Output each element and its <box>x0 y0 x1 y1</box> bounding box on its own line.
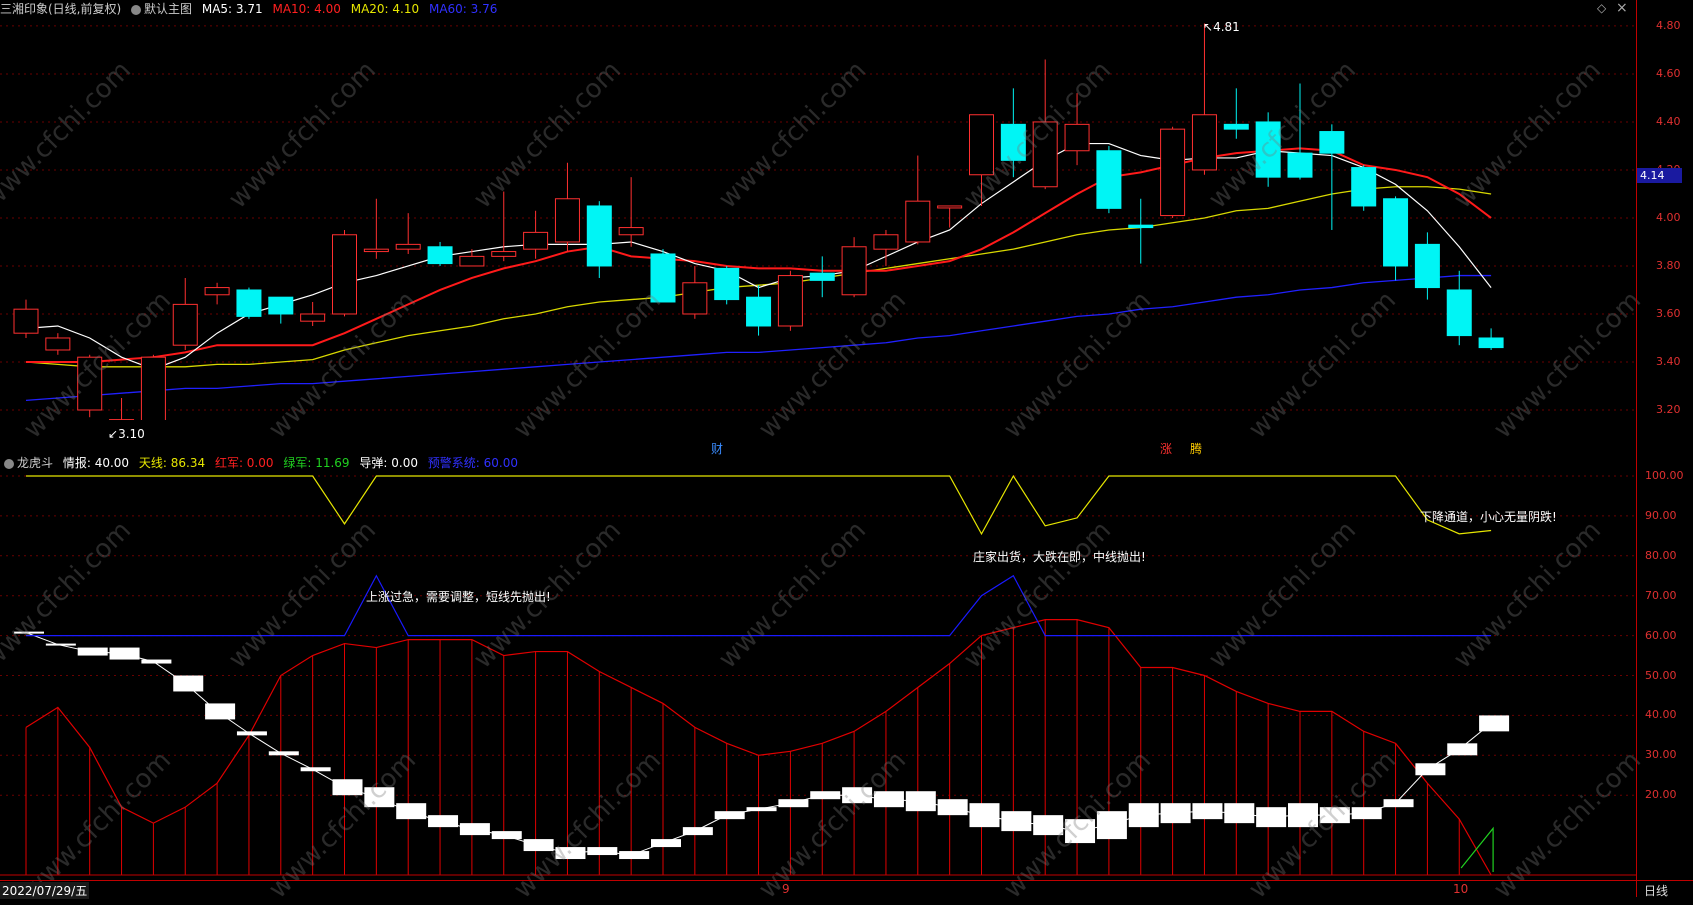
time-axis: 2022/07/29/五 9 10 日线 <box>0 880 1693 898</box>
y-tick-label: 30.00 <box>1645 748 1677 761</box>
y-tick-label: 40.00 <box>1645 708 1677 721</box>
qingbao-block <box>205 703 235 719</box>
qingbao-block <box>396 803 426 819</box>
daodan-label: 导弹: 0.00 <box>359 456 418 470</box>
y-tick-label: 3.80 <box>1656 259 1681 272</box>
qingbao-label: 情报: 40.00 <box>63 456 129 470</box>
month-9-label: 9 <box>782 882 790 896</box>
cai-marker: 财 <box>711 440 723 457</box>
ma5-label: MA5: 3.71 <box>202 2 263 16</box>
diamond-icon[interactable]: ◇ <box>1597 1 1606 15</box>
dropdown-icon[interactable] <box>131 5 141 15</box>
indicator-title[interactable]: 龙虎斗 <box>17 456 53 470</box>
qingbao-block <box>428 815 458 827</box>
current-price-badge: 4.14 <box>1637 168 1682 183</box>
month-10-label: 10 <box>1453 882 1468 896</box>
ma20-label: MA20: 4.10 <box>351 2 419 16</box>
y-tick-label: 4.80 <box>1656 19 1681 32</box>
y-tick-label: 90.00 <box>1645 509 1677 522</box>
y-axis <box>1636 0 1693 897</box>
signal-annotation-3: 下降通道，小心无量阴跌! <box>1420 508 1557 525</box>
qingbao-block <box>938 799 968 815</box>
lvjun-label: 绿军: 11.69 <box>283 456 349 470</box>
signal-annotation-2: 庄家出货，大跌在即，中线抛出! <box>973 548 1146 565</box>
main-panel-header: 三湘印象(日线,前复权) 默认主图 MA5: 3.71 MA10: 4.00 M… <box>0 0 503 20</box>
qingbao-block <box>460 823 490 835</box>
y-tick-label: 3.40 <box>1656 355 1681 368</box>
y-tick-label: 4.40 <box>1656 115 1681 128</box>
qingbao-block <box>492 831 522 839</box>
stock-title[interactable]: 三湘印象(日线,前复权) <box>0 2 121 16</box>
warning-label: 预警系统: 60.00 <box>428 456 518 470</box>
teng-marker: 腾 <box>1190 440 1202 457</box>
low-price-label: ↙3.10 <box>108 427 145 441</box>
template-dropdown[interactable]: 默认主图 <box>131 2 196 16</box>
hongjun-label: 红军: 0.00 <box>215 456 274 470</box>
qingbao-block <box>778 799 808 807</box>
dropdown-icon[interactable] <box>4 459 14 469</box>
high-price-label: ↖4.81 <box>1203 20 1240 34</box>
qingbao-block <box>1415 763 1445 775</box>
sub-panel-header: 龙虎斗 情报: 40.00 天线: 86.34 红军: 0.00 绿军: 11.… <box>0 454 524 474</box>
ma10-label: MA10: 4.00 <box>272 2 340 16</box>
tianxian-line <box>26 476 1491 534</box>
indicator-chart[interactable] <box>0 0 1636 880</box>
close-icon[interactable]: × <box>1616 0 1628 16</box>
y-tick-label: 50.00 <box>1645 669 1677 682</box>
y-tick-label: 80.00 <box>1645 549 1677 562</box>
y-tick-label: 4.60 <box>1656 67 1681 80</box>
y-tick-label: 3.60 <box>1656 307 1681 320</box>
tianxian-label: 天线: 86.34 <box>139 456 205 470</box>
date-label: 2022/07/29/五 <box>0 882 89 899</box>
y-tick-label: 3.20 <box>1656 403 1681 416</box>
y-tick-label: 4.00 <box>1656 211 1681 224</box>
ma60-label: MA60: 3.76 <box>429 2 497 16</box>
signal-annotation-1: 上涨过急，需要调整，短线先抛出! <box>366 588 551 605</box>
y-tick-label: 20.00 <box>1645 788 1677 801</box>
y-tick-label: 70.00 <box>1645 589 1677 602</box>
zhang-marker: 涨 <box>1160 440 1172 457</box>
qingbao-block <box>970 803 1000 827</box>
qingbao-block <box>619 851 649 859</box>
y-tick-label: 100.00 <box>1645 469 1684 482</box>
period-label[interactable]: 日线 <box>1644 882 1668 899</box>
y-tick-label: 60.00 <box>1645 629 1677 642</box>
